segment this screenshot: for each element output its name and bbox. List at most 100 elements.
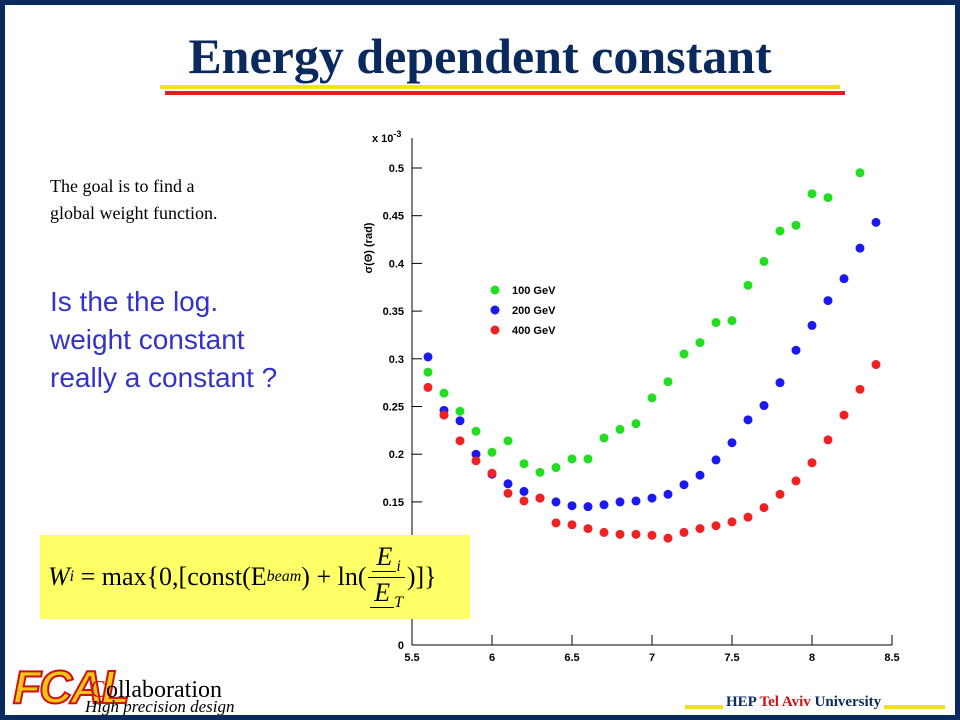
data-point <box>743 280 753 290</box>
data-point <box>439 388 449 398</box>
y-tick-label: 0.5 <box>389 163 404 175</box>
y-multiplier: x 10-3 <box>372 129 401 145</box>
data-point <box>711 455 721 465</box>
intro-text: The goal is to find a global weight func… <box>50 173 217 227</box>
data-point <box>711 318 721 328</box>
data-point <box>567 520 577 530</box>
data-point <box>679 527 689 537</box>
data-point <box>599 500 609 510</box>
text-line: Is the the log. <box>50 286 219 317</box>
data-point <box>583 454 593 464</box>
data-point <box>663 377 673 387</box>
data-point <box>423 352 433 362</box>
data-point <box>839 274 849 284</box>
x-tick-label: 7.5 <box>724 652 739 664</box>
data-point <box>631 529 641 539</box>
data-point <box>519 486 529 496</box>
question-text: Is the the log. weight constant really a… <box>50 283 277 397</box>
data-point <box>823 435 833 445</box>
data-point <box>631 496 641 506</box>
y-multiplier-exp: -3 <box>393 129 401 139</box>
data-point <box>599 433 609 443</box>
y-tick-label: 0.2 <box>389 449 404 461</box>
data-point <box>807 189 817 199</box>
text-line: weight constant <box>50 324 245 355</box>
legend-label: 200 GeV <box>512 305 556 317</box>
data-point <box>583 502 593 512</box>
formula-sub: T <box>394 593 404 611</box>
data-point <box>599 527 609 537</box>
y-tick-label: 0.25 <box>383 402 404 414</box>
x-tick-label: 6 <box>489 652 495 664</box>
data-point <box>455 436 465 446</box>
data-point <box>615 497 625 507</box>
legend-label: 400 GeV <box>512 325 556 337</box>
data-point <box>743 415 753 425</box>
data-point <box>647 393 657 403</box>
x-tick-label: 8.5 <box>884 652 899 664</box>
text-line: The goal is to find a <box>50 176 195 196</box>
data-point <box>615 424 625 434</box>
formula-sub: i <box>69 568 75 585</box>
data-point <box>503 436 513 446</box>
formula-sub: i <box>396 558 401 576</box>
x-tick-label: 5.5 <box>404 652 419 664</box>
data-point <box>423 367 433 377</box>
data-point <box>519 459 529 469</box>
data-point <box>727 438 737 448</box>
formula-part: W <box>48 562 70 591</box>
data-point <box>775 378 785 388</box>
y-tick-label: 0.15 <box>383 497 404 509</box>
data-point <box>695 524 705 534</box>
collab-initial: C <box>90 677 107 703</box>
title: Energy dependent constant <box>188 28 772 84</box>
data-point <box>503 488 513 498</box>
data-point <box>855 168 865 178</box>
data-point <box>583 524 593 534</box>
y-tick-label: 0 <box>398 640 404 652</box>
formula-part: )]} <box>406 562 437 591</box>
y-multiplier-base: x 10 <box>372 133 393 145</box>
legend-marker <box>490 325 500 335</box>
data-point <box>679 349 689 359</box>
data-point <box>471 449 481 459</box>
data-point <box>551 497 561 507</box>
data-point <box>487 468 497 478</box>
x-tick-label: 8 <box>809 652 815 664</box>
text-line: global weight function. <box>50 203 218 223</box>
data-point <box>647 493 657 503</box>
footer-text: University <box>814 694 882 710</box>
data-point <box>727 316 737 326</box>
data-point <box>839 410 849 420</box>
data-point <box>855 243 865 253</box>
formula-part: E <box>370 577 395 608</box>
y-tick-label: 0.4 <box>389 258 405 270</box>
data-point <box>727 517 737 527</box>
data-point <box>823 296 833 306</box>
data-point <box>535 493 545 503</box>
university: HEP Tel Aviv University <box>723 694 885 711</box>
data-point <box>871 360 881 370</box>
data-point <box>759 503 769 513</box>
data-point <box>791 476 801 486</box>
collaboration: Collaboration <box>90 677 222 704</box>
data-point <box>871 217 881 227</box>
footer-text: HEP <box>726 694 757 710</box>
data-point <box>775 489 785 499</box>
data-point <box>551 463 561 473</box>
title-underline <box>160 85 840 89</box>
data-point <box>519 496 529 506</box>
data-point <box>471 456 481 466</box>
formula-part: E <box>372 542 397 573</box>
tagline: High precision design <box>85 697 235 716</box>
data-point <box>471 426 481 436</box>
data-point <box>807 458 817 468</box>
data-point <box>551 518 561 528</box>
logo: FCAL <box>12 660 131 714</box>
y-tick-label: 0.35 <box>383 306 404 318</box>
y-axis-label: σ(Θ) (rad) <box>363 222 375 273</box>
